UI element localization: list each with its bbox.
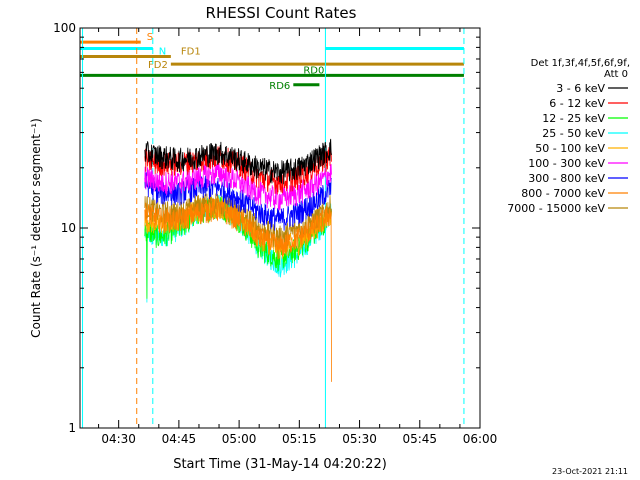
x-axis-label: Start Time (31-May-14 04:20:22): [173, 457, 387, 472]
x-tick-label: 06:00: [463, 432, 498, 446]
series-line: [144, 138, 332, 185]
legend: 3 - 6 keV 6 - 12 keV 12 - 25 keV 25 - 50 ke…: [507, 82, 628, 215]
legend-label: 12 - 25 keV: [542, 112, 605, 125]
legend-title-1: Det 1f,3f,4f,5f,6f,9f,: [531, 58, 630, 69]
flag-bars: SN FD1 FD2 RD0 RD6: [80, 32, 464, 92]
legend-label: 50 - 100 keV: [535, 142, 605, 155]
legend-label: 3 - 6 keV: [556, 82, 605, 95]
x-ticks: 04:30 04:45 05:00 05:15 05:30 05:45 06:00: [98, 28, 498, 446]
x-tick-label: 05:00: [222, 432, 257, 446]
flag-label: RD6: [269, 81, 290, 92]
series-line: [144, 172, 332, 231]
y-tick-label: 100: [53, 21, 76, 35]
legend-label: 100 - 300 keV: [528, 157, 605, 170]
x-tick-label: 05:15: [282, 432, 317, 446]
footer-date: 23-Oct-2021 21:11: [552, 467, 628, 476]
x-tick-label: 05:45: [402, 432, 437, 446]
x-tick-label: 04:30: [101, 432, 136, 446]
series-line: [144, 198, 332, 382]
legend-title-2: Att 0: [604, 69, 628, 80]
legend-label: 6 - 12 keV: [549, 97, 605, 110]
flag-label: FD1: [181, 47, 201, 58]
flag-label: FD2: [148, 60, 168, 71]
y-tick-label: 1: [68, 421, 76, 435]
y-tick-label: 10: [61, 221, 76, 235]
y-axis-label: Count Rate (s⁻¹ detector segment⁻¹): [29, 118, 43, 338]
flag-label: N: [159, 46, 166, 57]
y-ticks: 1 10 100: [53, 21, 480, 435]
flag-label: S: [147, 32, 153, 43]
series-lines: [144, 138, 332, 382]
chart-title: RHESSI Count Rates: [206, 4, 357, 22]
legend-label: 7000 - 15000 keV: [507, 202, 605, 215]
legend-label: 300 - 800 keV: [528, 172, 605, 185]
x-tick-label: 05:30: [342, 432, 377, 446]
flag-label: RD0: [303, 65, 324, 76]
legend-label: 800 - 7000 keV: [521, 187, 605, 200]
legend-label: 25 - 50 keV: [542, 127, 605, 140]
x-tick-label: 04:45: [162, 432, 197, 446]
